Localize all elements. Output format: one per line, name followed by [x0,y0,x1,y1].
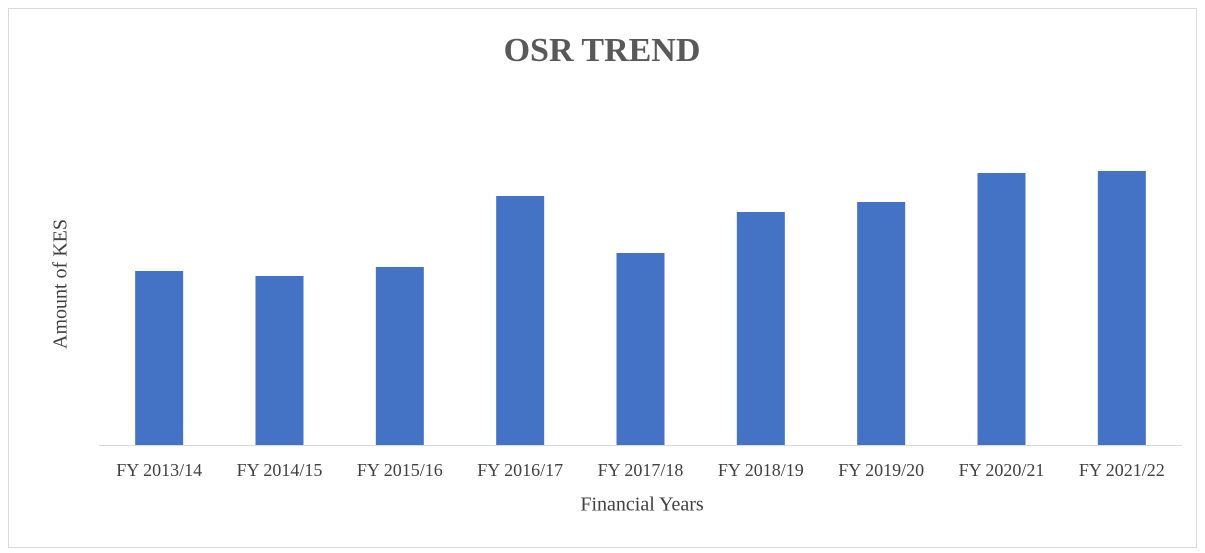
bar [977,173,1026,445]
bar [1097,171,1146,445]
x-tick-label: FY 2014/15 [237,460,323,480]
x-tick-label: FY 2016/17 [477,460,563,480]
x-axis-title: Financial Years [580,494,704,516]
x-tick-label: FY 2018/19 [718,460,804,480]
chart-title: OSR TREND [504,32,701,69]
x-tick-label: FY 2015/16 [357,460,443,480]
x-tick-label: FY 2021/22 [1079,460,1165,480]
bar [375,267,424,445]
x-tick-label: FY 2020/21 [959,460,1045,480]
x-tick-label: FY 2017/18 [598,460,684,480]
bar [255,276,304,445]
bar [135,271,184,445]
bar [496,196,545,445]
bar [736,212,785,445]
x-tick-label: FY 2013/14 [116,460,202,480]
y-axis-title: Amount of KES [50,219,72,349]
bar [857,202,906,445]
bar [616,253,665,445]
x-tick-label: FY 2019/20 [838,460,924,480]
